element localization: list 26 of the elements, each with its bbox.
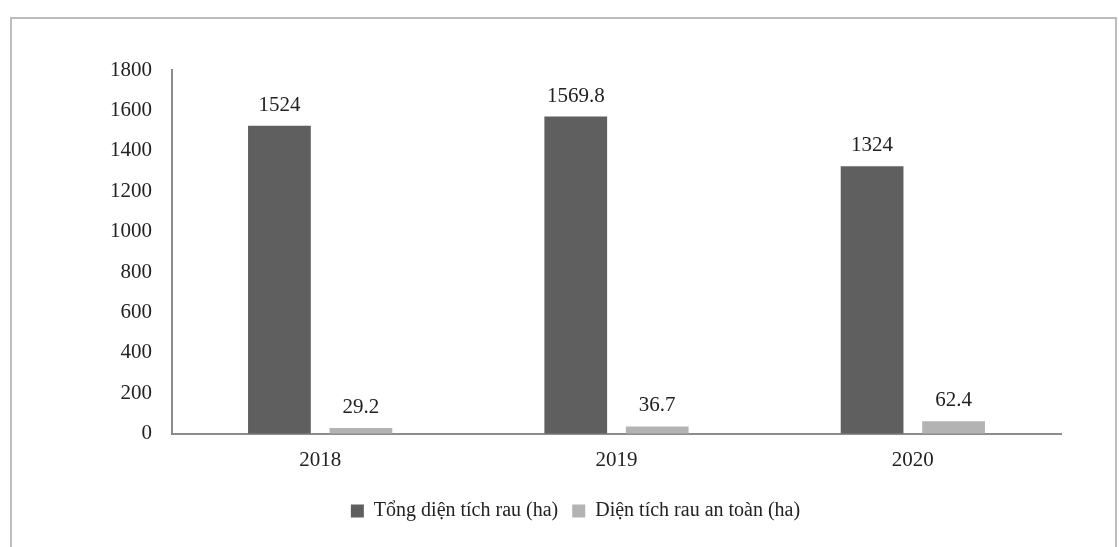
y-tick-label: 600	[120, 299, 152, 324]
bar	[625, 426, 689, 434]
y-tick-label: 1000	[110, 218, 152, 243]
data-label: 62.4	[935, 387, 973, 412]
data-label: 29.2	[342, 393, 380, 418]
y-tick-label: 0	[141, 420, 152, 445]
bar	[248, 125, 311, 434]
y-tick-label: 1400	[110, 137, 152, 162]
data-label: 1524	[258, 91, 301, 116]
y-tick-label: 400	[120, 339, 152, 364]
y-tick-label: 800	[120, 258, 152, 283]
bar	[544, 116, 608, 434]
data-label: 1324	[851, 132, 894, 157]
x-tick-label: 2018	[299, 446, 342, 471]
x-tick-label: 2019	[595, 446, 638, 471]
x-tick-label: 2020	[891, 446, 934, 471]
y-tick-label: 1600	[110, 96, 152, 121]
y-tick-label: 200	[120, 379, 152, 404]
legend-label: Diện tích rau an toàn (ha)	[595, 498, 801, 522]
bar	[922, 421, 985, 434]
bar	[840, 166, 904, 434]
data-label: 1569.8	[546, 82, 605, 107]
y-tick-label: 1800	[110, 56, 152, 81]
legend-label: Tổng diện tích rau (ha)	[373, 498, 559, 522]
y-tick-label: 1200	[110, 177, 152, 202]
data-label: 36.7	[638, 392, 676, 417]
